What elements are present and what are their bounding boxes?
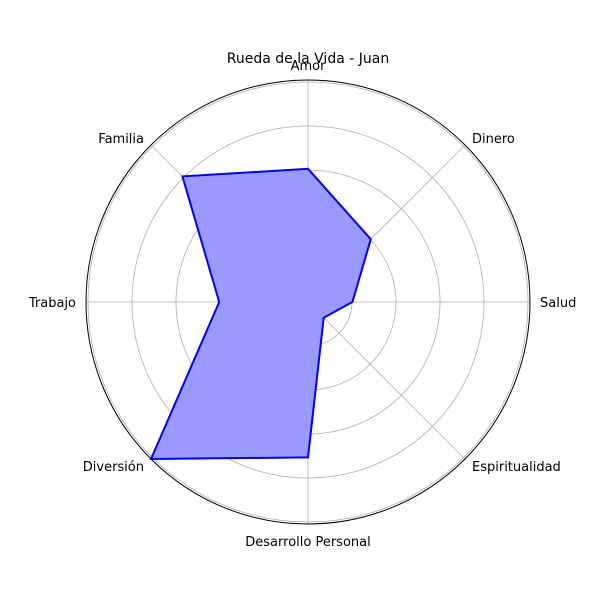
category-label: Salud bbox=[540, 296, 576, 311]
category-labels: Salud Dinero Amor Familia Trabajo Diversión De… bbox=[28, 59, 576, 550]
grid-spoke bbox=[307, 301, 466, 460]
category-label: Familia bbox=[98, 132, 144, 147]
polar-frame bbox=[85, 79, 531, 525]
series-area bbox=[149, 167, 372, 460]
data-layer bbox=[149, 167, 372, 460]
category-label: Espiritualidad bbox=[472, 460, 561, 475]
category-label: Trabajo bbox=[28, 296, 76, 311]
category-label: Dinero bbox=[472, 132, 515, 147]
category-label: Diversión bbox=[83, 460, 144, 475]
category-label: Amor bbox=[291, 59, 327, 74]
chart-title: Rueda de la Vida - Juan bbox=[227, 51, 389, 67]
category-label: Desarrollo Personal bbox=[245, 535, 370, 550]
